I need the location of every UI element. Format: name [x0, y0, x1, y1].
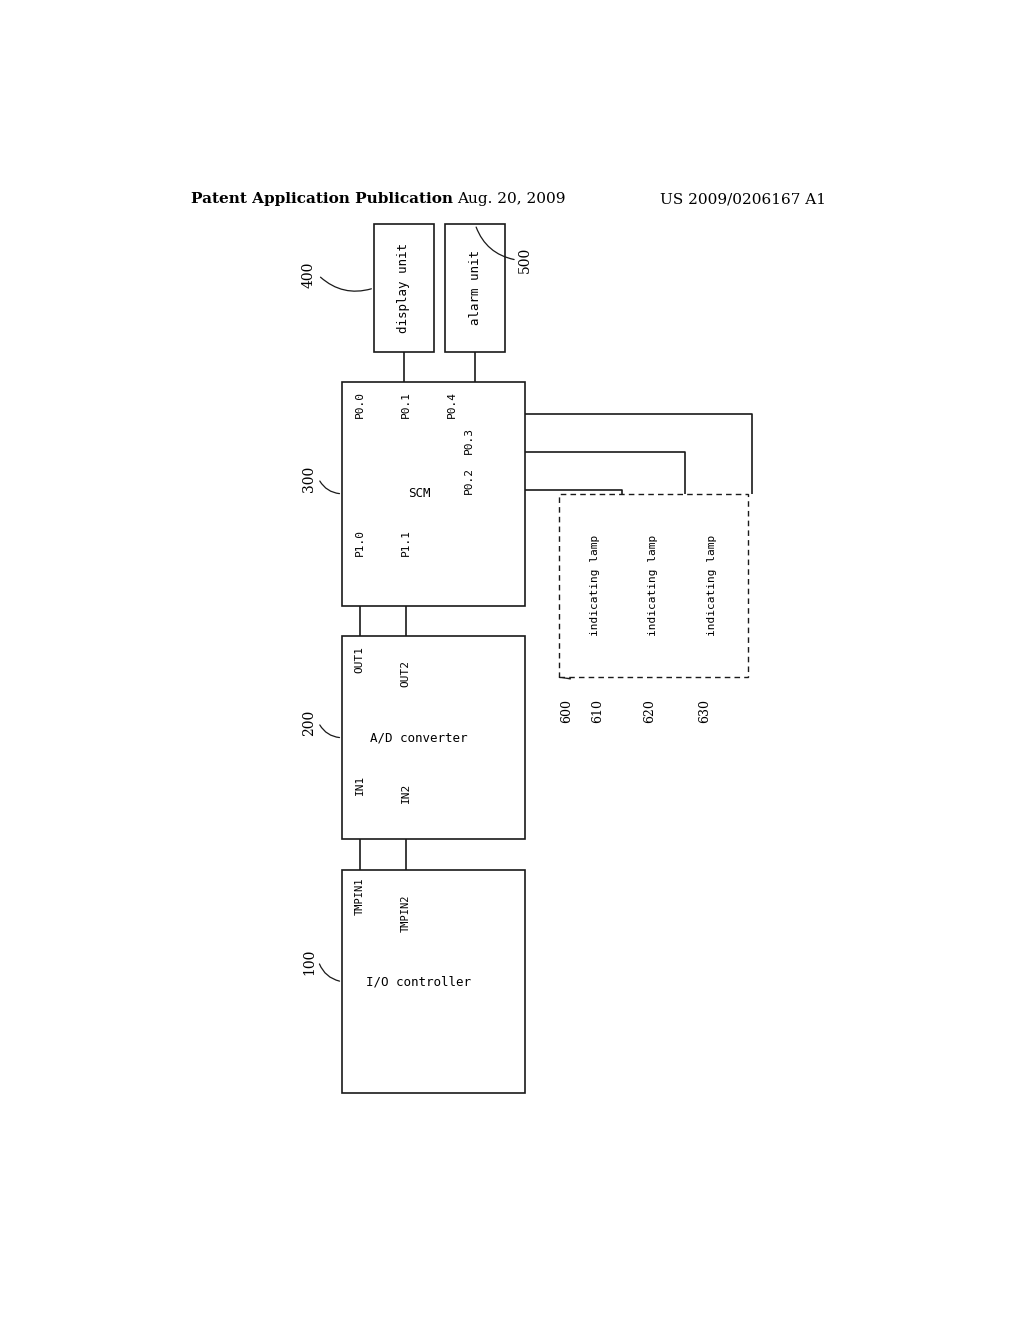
Text: 200: 200 — [302, 709, 316, 735]
Text: I/O controller: I/O controller — [367, 975, 471, 989]
Bar — [688, 510, 736, 661]
Bar — [342, 870, 525, 1093]
Text: P0.4: P0.4 — [446, 391, 457, 418]
Text: Patent Application Publication: Patent Application Publication — [191, 191, 454, 206]
Text: alarm unit: alarm unit — [469, 251, 481, 326]
Text: IN1: IN1 — [354, 775, 365, 795]
Text: P0.2: P0.2 — [464, 467, 474, 494]
Text: TMPIN1: TMPIN1 — [354, 876, 365, 915]
Text: 300: 300 — [302, 466, 316, 491]
Text: 620: 620 — [643, 700, 656, 723]
Bar — [570, 510, 618, 661]
Bar — [342, 381, 525, 606]
Text: OUT2: OUT2 — [400, 660, 411, 686]
Text: 630: 630 — [697, 700, 711, 723]
Text: indicating lamp: indicating lamp — [648, 535, 658, 636]
Text: 100: 100 — [302, 948, 316, 974]
Text: US 2009/0206167 A1: US 2009/0206167 A1 — [659, 191, 825, 206]
Text: A/D converter: A/D converter — [371, 731, 468, 744]
Text: OUT1: OUT1 — [354, 645, 365, 673]
Text: 610: 610 — [591, 700, 604, 723]
Text: IN2: IN2 — [400, 783, 411, 803]
Text: 400: 400 — [302, 263, 316, 289]
Text: P1.0: P1.0 — [354, 529, 365, 557]
Bar — [559, 494, 748, 677]
Bar — [445, 224, 505, 351]
Text: 500: 500 — [518, 247, 531, 273]
Text: display unit: display unit — [397, 243, 411, 333]
Bar — [374, 224, 433, 351]
Text: Aug. 20, 2009: Aug. 20, 2009 — [458, 191, 566, 206]
Text: indicating lamp: indicating lamp — [708, 535, 717, 636]
Text: indicating lamp: indicating lamp — [590, 535, 600, 636]
Bar — [630, 510, 677, 661]
Text: P1.1: P1.1 — [400, 529, 411, 557]
Text: 600: 600 — [560, 700, 573, 723]
Text: TMPIN2: TMPIN2 — [400, 895, 411, 932]
Bar — [342, 636, 525, 840]
Text: P0.3: P0.3 — [464, 426, 474, 454]
Text: P0.1: P0.1 — [400, 391, 411, 418]
Text: P0.0: P0.0 — [354, 391, 365, 418]
Text: SCM: SCM — [408, 487, 430, 500]
